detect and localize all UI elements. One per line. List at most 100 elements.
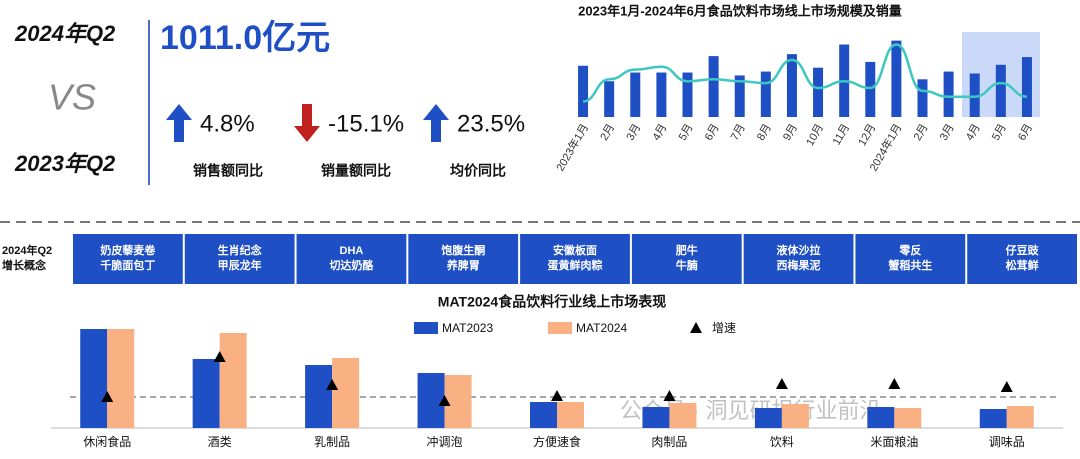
bar (630, 72, 641, 117)
growth-marker (213, 351, 226, 362)
bar (867, 407, 895, 428)
kpi-value: 4.8% (200, 110, 255, 137)
x-tick-label: 9月 (781, 122, 800, 143)
bar (80, 329, 108, 428)
bar (604, 81, 615, 117)
x-tick-label: 2月 (912, 122, 931, 143)
concept-text: 甲辰龙年 (218, 258, 262, 272)
bar (530, 402, 557, 428)
concept-text: 零反 (898, 243, 921, 257)
concept-text: 液体沙拉 (777, 243, 821, 257)
line (582, 43, 1028, 103)
growth-marker (1000, 381, 1013, 392)
chart-title: MAT2024食品饮料行业线上市场表现 (438, 294, 666, 310)
bar (708, 56, 719, 117)
growth-marker (438, 395, 451, 406)
legend-swatch (548, 322, 572, 334)
kpi-label: 均价同比 (450, 163, 506, 179)
bar (192, 359, 220, 428)
legend-label: MAT2023 (442, 321, 493, 335)
bar (786, 54, 797, 117)
concept-box (184, 234, 295, 284)
kpi-arrow (294, 104, 320, 142)
x-tick-label: 3月 (938, 122, 957, 143)
bar (995, 64, 1006, 117)
bar (813, 67, 824, 117)
concept-text: 仔豆豉 (1006, 243, 1040, 257)
concept-box (855, 234, 966, 284)
bar (305, 365, 333, 428)
growth-marker (101, 391, 114, 402)
x-tick-label: 调味品 (989, 435, 1025, 449)
concept-text: 松茸鲜 (1006, 258, 1039, 272)
concept-text: 西梅果泥 (777, 258, 821, 272)
concept-text: 肥牛 (676, 243, 698, 257)
legend-label: 增速 (712, 321, 736, 335)
x-tick-label: 肉制品 (651, 435, 687, 449)
bar (894, 408, 922, 428)
concepts-title-line: 2024年Q2 (2, 243, 52, 257)
legend-label: MAT2024 (576, 321, 627, 335)
chart-title: 2023年1月-2024年6月食品饮料市场线上市场规模及销量 (578, 3, 902, 18)
x-tick-label: 2月 (598, 122, 617, 143)
legend-swatch (414, 322, 438, 334)
growth-marker (326, 379, 339, 390)
bar (557, 402, 584, 428)
bar (865, 61, 876, 117)
x-tick-label: 3月 (624, 122, 643, 143)
bar (578, 65, 589, 117)
bar (969, 73, 980, 117)
concept-box (631, 234, 742, 284)
concept-text: 牛腩 (676, 258, 698, 272)
kpi-arrow (423, 104, 449, 142)
concepts-title: 2024年Q2 增长概念 (2, 243, 52, 272)
total: 1011.0亿元 (160, 19, 330, 57)
bar (979, 409, 1007, 428)
x-tick-label: 11月 (831, 122, 853, 147)
growth-marker (775, 378, 788, 389)
concept-text: 养脾胃 (446, 258, 480, 272)
x-tick-label: 饮料 (770, 435, 794, 449)
concept-box (520, 234, 630, 284)
bar (943, 71, 954, 117)
concept-text: 千脆面包丁 (100, 258, 155, 272)
kpi-label: 销售额同比 (193, 163, 263, 179)
concept-text: 奶皮藜麦卷 (100, 243, 156, 257)
kpi-arrow (166, 104, 192, 142)
bar (917, 79, 928, 117)
bar (781, 404, 809, 428)
x-tick-label: 乳制品 (314, 435, 350, 449)
bar (682, 72, 693, 117)
concept-text: 饱腹生酮 (441, 243, 485, 257)
concept-text: 蛋黄鲜肉粽 (548, 258, 603, 272)
bar (107, 329, 135, 428)
x-tick-label: 休闲食品 (83, 434, 131, 449)
kpi-value: -15.1% (328, 110, 404, 137)
bar (754, 408, 782, 428)
concept-box (296, 234, 407, 284)
growth-marker (663, 390, 676, 401)
bar (417, 373, 445, 428)
x-tick-label: 酒类 (208, 435, 232, 449)
bar (444, 375, 472, 428)
x-tick-label: 10月 (804, 122, 826, 148)
x-tick-label: 冲调泡 (427, 434, 463, 449)
x-tick-label: 5月 (990, 122, 1009, 143)
kpi-label: 销量额同比 (321, 163, 391, 179)
concept-text: 安徽板面 (553, 243, 597, 257)
bar (734, 75, 745, 117)
x-tick-label: 8月 (755, 122, 774, 143)
concept-box (967, 234, 1077, 284)
x-tick-label: 5月 (677, 122, 696, 143)
x-tick-label: 6月 (1016, 122, 1035, 143)
x-tick-label: 4月 (964, 122, 983, 143)
concept-text: 切达奶酪 (329, 258, 374, 272)
bar (669, 403, 697, 428)
x-tick-label: 7月 (729, 122, 748, 143)
x-tick-label: 4月 (651, 122, 670, 143)
x-tick-label: 6月 (703, 122, 722, 143)
vs: VS (48, 77, 96, 118)
bar (891, 40, 902, 118)
bar (1006, 406, 1034, 428)
